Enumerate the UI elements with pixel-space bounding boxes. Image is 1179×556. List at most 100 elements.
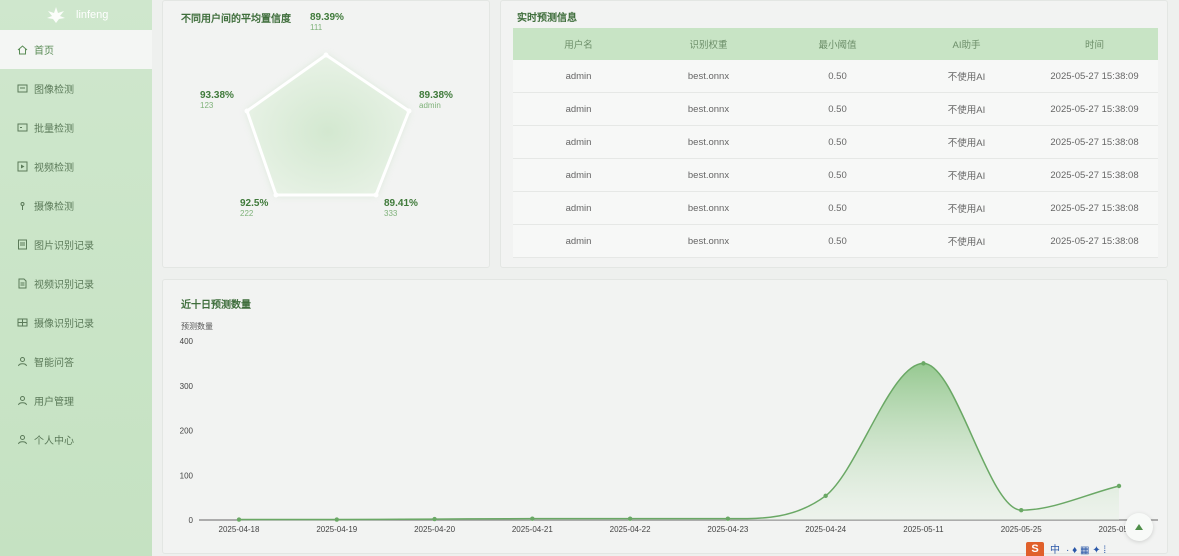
- table-row: admin best.onnx 0.50 不使用AI 2025-05-27 15:38:…: [513, 159, 1158, 192]
- radar-label: 89.41% 333: [384, 198, 418, 218]
- table-cell: 不使用AI: [947, 204, 986, 215]
- table-cell: 0.50: [828, 136, 847, 148]
- radar-polygon: [245, 53, 411, 197]
- sidebar-item-6[interactable]: 视频识别记录: [0, 264, 152, 303]
- table-cell: best.onnx: [687, 103, 730, 115]
- area-fill: [239, 363, 1119, 520]
- sidebar-item-label: 摄像识别记录: [34, 319, 94, 330]
- sidebar-item-3[interactable]: 视频检测: [0, 147, 152, 186]
- radar-label: 93.38% 123: [200, 90, 234, 110]
- table-cell: admin: [565, 70, 592, 82]
- radar-title: 不同用户间的平均置信度: [181, 14, 291, 25]
- x-tick-label: 2025-04-21: [512, 525, 553, 534]
- x-tick-label: 2025-04-23: [707, 525, 748, 534]
- system-tray: S 中 · ♦ ▦ ✦ ⁞: [1026, 542, 1179, 556]
- sidebar-item-1[interactable]: 图像检测: [0, 69, 152, 108]
- data-point: [1019, 507, 1024, 513]
- y-tick-label: 100: [180, 471, 194, 480]
- table-cell: best.onnx: [687, 202, 730, 214]
- x-tick-label: 2025-05-25: [1001, 525, 1042, 534]
- table-cell: 不使用AI: [947, 72, 986, 83]
- sidebar-item-2[interactable]: 批量检测: [0, 108, 152, 147]
- sidebar-item-9[interactable]: 用户管理: [0, 381, 152, 420]
- batch-icon: [17, 122, 28, 133]
- table-cell: 不使用AI: [947, 138, 986, 149]
- radar-label: 89.38% admin: [419, 90, 453, 110]
- line-chart: 预测数量 0 100 200 300 400 2025-04-18 2025-04-19 2…: [180, 321, 1158, 534]
- table-cell: best.onnx: [687, 235, 730, 247]
- radar-chart: [244, 52, 412, 198]
- input-method-label[interactable]: 中: [1050, 545, 1060, 556]
- sidebar-item-7[interactable]: 摄像识别记录: [0, 303, 152, 342]
- sidebar-item-5[interactable]: 图片识别记录: [0, 225, 152, 264]
- radar-label: 89.39% 111: [310, 12, 344, 32]
- sidebar-item-8[interactable]: 智能问答: [0, 342, 152, 381]
- header-cell: 最小阈值: [818, 40, 857, 51]
- table-cell: 不使用AI: [947, 237, 986, 248]
- sidebar-item-4[interactable]: 摄像检测: [0, 186, 152, 225]
- arrow-up-icon: [1135, 524, 1143, 530]
- table-cell: 2025-05-27 15:38:08: [1050, 202, 1139, 214]
- table-header: 用户名 识别权重 最小阈值 AI助手 时间: [513, 28, 1158, 60]
- x-tick-label: 2025-04-24: [805, 525, 846, 534]
- ime-logo-icon[interactable]: S: [1026, 542, 1044, 556]
- sidebar: linfeng 首页图像检测批量检测视频检测 摄像检测图片识别记录 视频识别记录 摄像…: [0, 0, 152, 556]
- header-cell: 时间: [1084, 40, 1104, 51]
- sidebar-item-label: 图像检测: [34, 85, 74, 96]
- y-tick-label: 300: [180, 382, 194, 391]
- table-cell: 0.50: [828, 103, 847, 115]
- table-cell: 0.50: [828, 70, 847, 82]
- video-icon: [17, 161, 28, 172]
- table-row: admin best.onnx 0.50 不使用AI 2025-05-27 15:38:…: [513, 60, 1158, 93]
- prediction-table-card: 实时预测信息 用户名 识别权重 最小阈值 AI助手 时间 admin best.o…: [500, 0, 1168, 268]
- table-cell: best.onnx: [687, 136, 730, 148]
- table-cell: 不使用AI: [947, 171, 986, 182]
- data-point: [1116, 483, 1122, 489]
- table-cell: 不使用AI: [947, 105, 986, 116]
- table-row: admin best.onnx 0.50 不使用AI 2025-05-27 15:38:…: [513, 93, 1158, 126]
- sidebar-item-label: 图片识别记录: [34, 241, 94, 252]
- home-icon: [17, 44, 28, 55]
- table-cell: admin: [565, 136, 592, 148]
- leaf-logo-icon: [47, 7, 65, 23]
- data-point: [921, 361, 926, 366]
- radar-point: [273, 192, 279, 198]
- table-cell: best.onnx: [687, 70, 730, 82]
- radar-point: [373, 192, 379, 198]
- table-cell: admin: [565, 235, 592, 247]
- table-cell: 2025-05-27 15:38:09: [1050, 103, 1139, 115]
- table-cell: 0.50: [828, 202, 847, 214]
- table-cell: admin: [565, 202, 592, 214]
- data-point: [627, 516, 633, 521]
- line-chart-card: 近十日预测数量 预测数量 0 100 200 300 400 2025-04-18 202…: [162, 279, 1168, 554]
- radar-point: [406, 108, 412, 114]
- user-icon: [17, 356, 28, 367]
- data-point: [725, 516, 731, 521]
- scroll-to-top-button[interactable]: [1125, 513, 1153, 541]
- table-cell: 2025-05-27 15:38:09: [1050, 70, 1139, 82]
- sidebar-item-label: 批量检测: [34, 124, 74, 135]
- sidebar-item-label: 智能问答: [34, 358, 74, 369]
- file-icon: [17, 278, 28, 289]
- sidebar-item-10[interactable]: 个人中心: [0, 420, 152, 459]
- x-tick-label: 2025-04-19: [316, 525, 357, 534]
- table-row: admin best.onnx 0.50 不使用AI 2025-05-27 15:38:…: [513, 192, 1158, 225]
- table-cell: 2025-05-27 15:38:08: [1050, 136, 1139, 148]
- table-cell: 2025-05-27 15:38:08: [1050, 235, 1139, 247]
- table-cell: 2025-05-27 15:38:08: [1050, 169, 1139, 181]
- table-cell: 0.50: [828, 235, 847, 247]
- table-title: 实时预测信息: [517, 13, 577, 24]
- record-icon: [17, 239, 28, 250]
- sidebar-item-label: 用户管理: [34, 397, 74, 408]
- y-tick-label: 400: [180, 337, 194, 346]
- sidebar-item-0[interactable]: 首页: [0, 30, 152, 69]
- header-cell: AI助手: [952, 40, 981, 51]
- table-cell: best.onnx: [687, 169, 730, 181]
- x-tick-label: 2025-05-11: [903, 525, 944, 534]
- camera-icon: [17, 200, 28, 211]
- sidebar-item-label: 视频识别记录: [34, 280, 94, 291]
- table-cell: admin: [565, 103, 592, 115]
- x-tick-label: 2025-04-22: [610, 525, 651, 534]
- y-tick-label: 0: [189, 516, 194, 525]
- logo: linfeng: [0, 0, 152, 30]
